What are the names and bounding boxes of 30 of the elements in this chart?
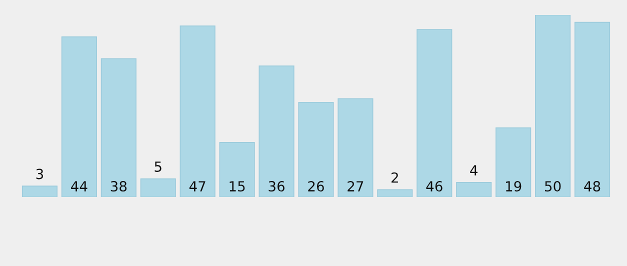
bar	[574, 22, 610, 197]
bar	[140, 178, 176, 197]
bar	[377, 189, 413, 197]
bar	[258, 66, 294, 197]
bar	[416, 29, 452, 197]
data-label: 3	[36, 168, 44, 180]
bar	[180, 26, 216, 197]
bar	[298, 102, 334, 197]
bar	[338, 98, 374, 197]
data-label: 46	[426, 181, 442, 192]
bar	[22, 186, 58, 197]
data-label: 4	[470, 165, 478, 176]
bar	[535, 15, 571, 197]
data-label: 44	[71, 181, 88, 192]
data-label: 26	[308, 181, 324, 192]
data-label: 36	[268, 181, 284, 192]
data-label: 15	[230, 181, 245, 192]
data-label: 19	[506, 181, 522, 192]
bar	[61, 36, 97, 197]
bar	[100, 58, 136, 197]
bar	[456, 182, 492, 197]
data-label: 48	[584, 181, 600, 192]
data-label: 38	[110, 181, 127, 192]
bar	[496, 127, 532, 197]
data-label: 2	[392, 172, 398, 183]
data-label: 27	[348, 181, 364, 192]
data-label: 47	[189, 181, 206, 192]
data-label: 50	[545, 181, 561, 192]
data-label: 5	[154, 162, 162, 172]
bar	[219, 142, 255, 197]
